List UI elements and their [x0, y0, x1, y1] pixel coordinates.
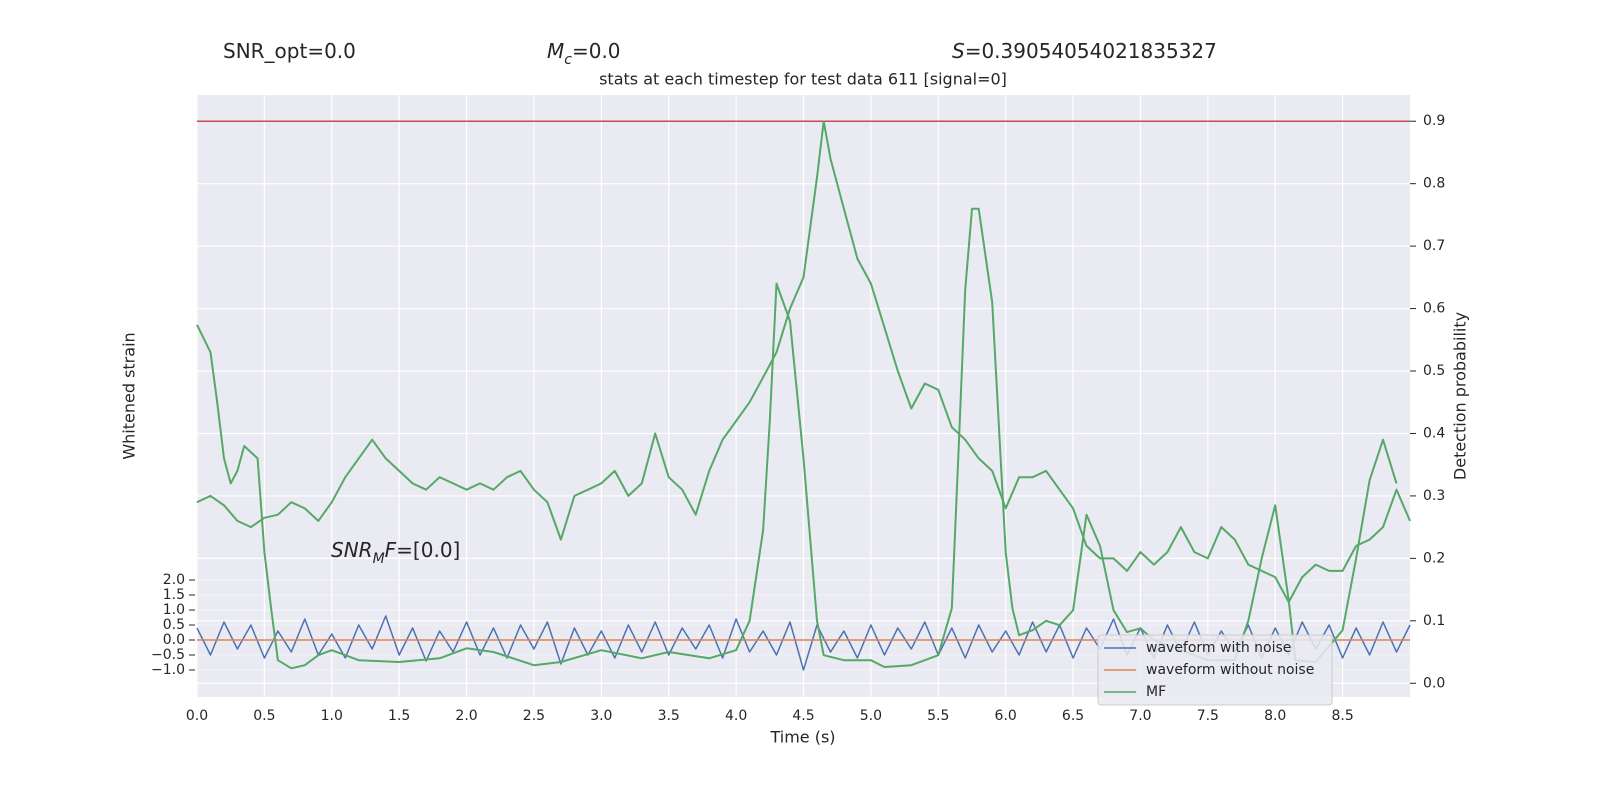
y2-tick-label: 0.9 [1423, 113, 1445, 129]
x-tick-label: 3.0 [590, 708, 612, 724]
x-tick-label: 7.5 [1197, 708, 1219, 724]
y-tick-label: 1.0 [163, 602, 185, 618]
y2-tick-label: 0.1 [1423, 613, 1445, 629]
x-tick-label: 5.0 [860, 708, 882, 724]
y-tick-label: −0.5 [151, 647, 185, 663]
annotation: Mc=0.0 [547, 39, 621, 69]
y-tick-label: −1.0 [151, 662, 185, 678]
annotation: SNR_opt=0.0 [223, 39, 356, 63]
x-tick-label: 5.5 [927, 708, 949, 724]
probability-line [196, 120, 1411, 604]
y2-tick-label: 0.2 [1423, 550, 1445, 566]
x-tick-label: 3.5 [658, 708, 680, 724]
x-axis-label: Time (s) [769, 728, 835, 747]
y-tick-label: 2.0 [163, 572, 185, 588]
annotation-part: S [952, 39, 965, 63]
annotation-part: c [564, 52, 572, 68]
y2-tick-label: 0.3 [1423, 488, 1445, 504]
y-tick-label: 0.5 [163, 617, 185, 633]
x-tick-label: 4.0 [725, 708, 747, 724]
x-tick-label: 2.0 [455, 708, 477, 724]
chart-title: stats at each timestep for test data 611… [599, 70, 1007, 89]
x-tick-label: 1.5 [388, 708, 410, 724]
y2-tick-label: 0.0 [1423, 675, 1445, 691]
annotation-part: =0.0 [572, 39, 621, 63]
annotation-part: M [547, 39, 564, 63]
annotation: SNRMF=[0.0] [331, 538, 460, 568]
x-tick-label: 0.5 [253, 708, 275, 724]
x-tick-label: 6.5 [1062, 708, 1084, 724]
y-tick-label: 1.5 [163, 587, 185, 603]
x-tick-label: 7.0 [1129, 708, 1151, 724]
annotation-part: =[0.0] [396, 538, 460, 562]
y2-axis-label: Detection probability [1451, 312, 1470, 480]
y2-tick-label: 0.7 [1423, 238, 1445, 254]
x-tick-label: 2.5 [523, 708, 545, 724]
y-tick-label: 0.0 [163, 632, 185, 648]
legend-label: MF [1146, 684, 1166, 700]
x-tick-label: 8.5 [1331, 708, 1353, 724]
x-tick-label: 4.5 [792, 708, 814, 724]
legend-label: waveform without noise [1146, 662, 1314, 678]
legend-label: waveform with noise [1146, 640, 1291, 656]
annotation: S=0.39054054021835327 [952, 39, 1217, 63]
annotation-part: F [385, 538, 397, 562]
x-tick-label: 8.0 [1264, 708, 1286, 724]
x-tick-label: 1.0 [321, 708, 343, 724]
y-axis-label: Whitened strain [120, 332, 139, 459]
annotation-part: SNR_opt=0.0 [223, 39, 356, 63]
x-tick-label: 6.0 [995, 708, 1017, 724]
y2-tick-label: 0.5 [1423, 363, 1445, 379]
annotation-part: M [373, 551, 385, 567]
legend-box [1097, 634, 1333, 706]
annotation-part: SNR [331, 538, 373, 562]
y2-tick-label: 0.6 [1423, 301, 1445, 317]
y2-tick-label: 0.8 [1423, 176, 1445, 192]
annotation-part: =0.39054054021835327 [965, 39, 1217, 63]
y2-tick-label: 0.4 [1423, 425, 1445, 441]
x-tick-label: 0.0 [186, 708, 208, 724]
